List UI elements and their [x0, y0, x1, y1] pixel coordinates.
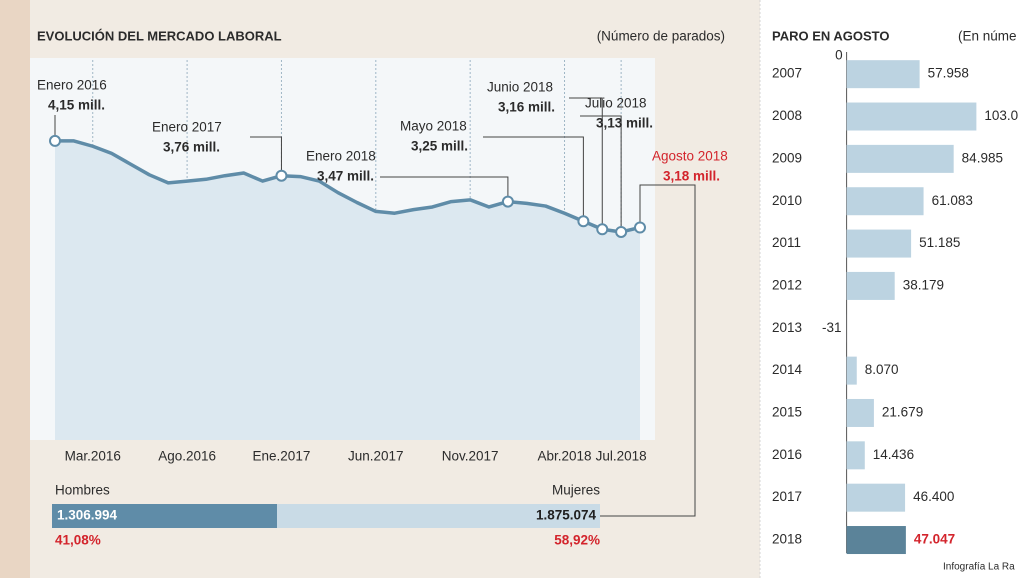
- y-tick-label: 2011: [772, 235, 801, 250]
- chart-subtitle: (Número de parados): [597, 29, 725, 44]
- point-marker: [49, 134, 61, 147]
- y-tick-label: 2007: [772, 66, 802, 81]
- split-value: 1.306.994: [57, 508, 118, 523]
- point-marker: [596, 223, 609, 236]
- leader-line: [600, 184, 696, 517]
- annotation-value: 3,16 mill.: [498, 100, 555, 115]
- source: Infografía La Ra: [943, 562, 1015, 573]
- leader-line: [250, 136, 282, 171]
- chart-subtitle: (En núme: [958, 29, 1017, 44]
- y-tick-label: 2010: [772, 193, 802, 208]
- value-label: 8.070: [865, 362, 899, 377]
- x-tick-label: Nov.2017: [442, 449, 499, 464]
- area: [55, 140, 640, 440]
- leader-line: [380, 176, 509, 197]
- annotation-label: Mayo 2018: [400, 119, 467, 134]
- point-marker: [615, 225, 628, 238]
- value-label: 51.185: [919, 235, 960, 250]
- x-tick-label: Mar.2016: [65, 449, 121, 464]
- leader-line: [483, 136, 584, 217]
- value-label: 38.179: [903, 277, 944, 292]
- y-tick-label: 2008: [772, 108, 802, 123]
- bar: [846, 187, 924, 216]
- split-category: Hombres: [55, 483, 110, 498]
- y-tick-label: 2015: [772, 405, 802, 420]
- value-label: 61.083: [932, 193, 973, 208]
- value-label: 14.436: [873, 447, 914, 462]
- value-label: 103.0: [984, 108, 1018, 123]
- bar: [846, 356, 857, 385]
- value-label: 47.047: [914, 532, 955, 547]
- point-marker: [577, 215, 590, 228]
- y-tick-label: 2012: [772, 277, 802, 292]
- x-tick-label: 0: [835, 48, 843, 63]
- bar: [846, 398, 874, 427]
- point-marker: [634, 221, 646, 234]
- x-tick-label: Jul.2018: [596, 449, 647, 464]
- line: [55, 139, 641, 234]
- y-tick-label: 2014: [772, 362, 803, 377]
- x-tick-label: Ago.2016: [158, 449, 216, 464]
- x-tick-label: Abr.2018: [537, 449, 591, 464]
- x-tick-label: Ene.2017: [253, 449, 311, 464]
- x-tick-label: Jun.2017: [348, 449, 404, 464]
- bar: [846, 229, 912, 258]
- y-tick-label: 2017: [772, 489, 802, 504]
- annotation-label: Junio 2018: [487, 80, 553, 95]
- split-category: Mujeres: [552, 483, 600, 498]
- y-tick-label: 2016: [772, 447, 802, 462]
- chart-title: PARO EN AGOSTO: [772, 28, 890, 43]
- separator: [760, 0, 768, 578]
- annotation-value: 3,13 mill.: [596, 116, 653, 131]
- point-marker: [275, 169, 288, 182]
- bar: [846, 60, 920, 89]
- split-share: 58,92%: [554, 533, 600, 548]
- bar: [846, 144, 954, 173]
- value-label: 84.985: [962, 150, 1003, 165]
- annotation-value: 3,25 mill.: [411, 139, 468, 154]
- annotation-value: 3,47 mill.: [317, 169, 374, 184]
- annotation-label: Agosto 2018: [652, 149, 728, 164]
- bar: [846, 441, 865, 470]
- value-label: 21.679: [882, 405, 923, 420]
- y-tick-label: 2018: [772, 532, 802, 547]
- split-bar: [52, 504, 278, 528]
- chart-title: EVOLUCIÓN DEL MERCADO LABORAL: [37, 28, 282, 43]
- value-label: 57.958: [928, 66, 969, 81]
- split-share: 41,08%: [55, 533, 101, 548]
- value-label: 46.400: [913, 489, 954, 504]
- annotation-value: 3,76 mill.: [163, 140, 220, 155]
- split-bar: [277, 504, 600, 528]
- annotation-label: Enero 2016: [37, 78, 107, 93]
- point-marker: [501, 195, 514, 208]
- annotation-value: 3,18 mill.: [663, 169, 720, 184]
- bar: [846, 483, 906, 512]
- bar: [846, 271, 895, 300]
- y-tick-label: 2009: [772, 150, 802, 165]
- annotation-value: 4,15 mill.: [48, 98, 105, 113]
- brick-wall: [0, 0, 30, 578]
- bar: [846, 526, 906, 555]
- bar: [846, 102, 977, 131]
- leader-line: [639, 184, 648, 223]
- annotation-label: Julio 2018: [585, 96, 647, 111]
- split-value: 1.875.074: [536, 508, 597, 523]
- annotation-label: Enero 2017: [152, 120, 222, 135]
- y-tick-label: 2013: [772, 320, 802, 335]
- value-label: -31: [822, 320, 842, 335]
- leader-line: [580, 115, 622, 227]
- leader-line: [569, 97, 603, 225]
- annotation-label: Enero 2018: [306, 149, 376, 164]
